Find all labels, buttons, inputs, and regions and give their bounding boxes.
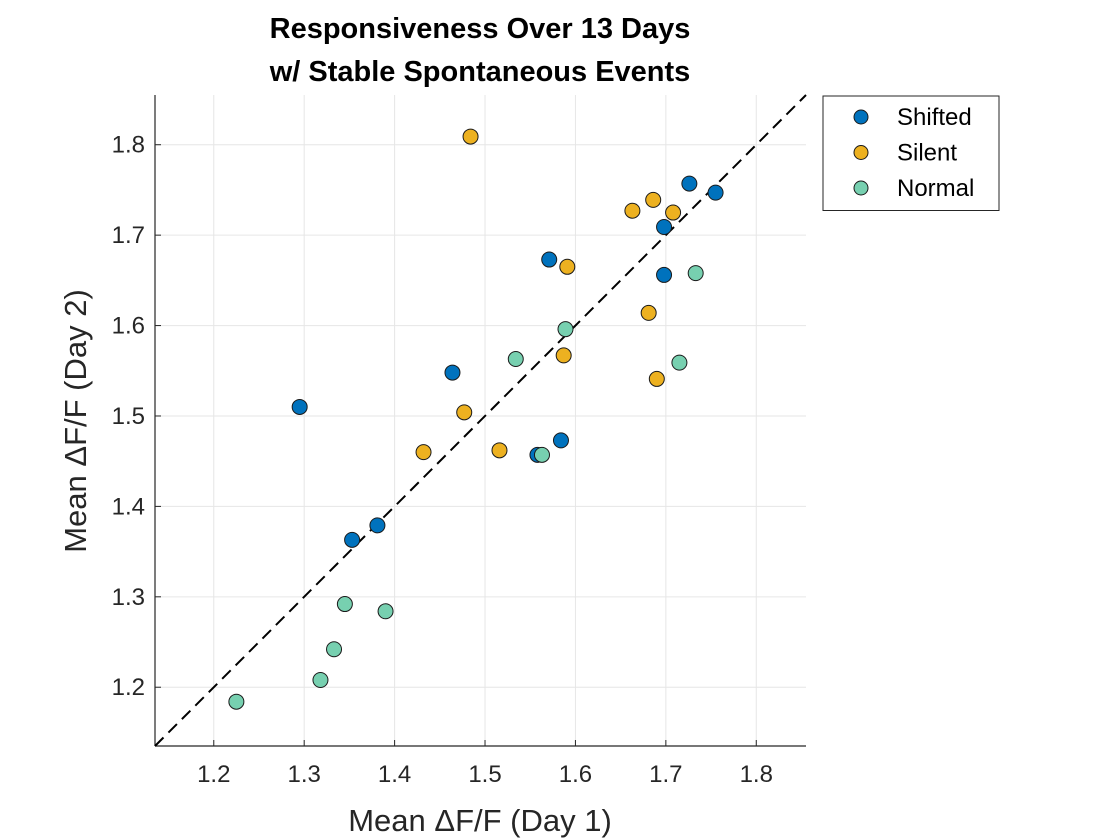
y-tick-label: 1.4: [112, 493, 145, 520]
x-tick-label: 1.2: [197, 761, 230, 788]
data-point-normal: [336, 596, 353, 613]
legend-marker-shifted: [853, 109, 869, 125]
x-axis-label: Mean ΔF/F (Day 1): [348, 803, 612, 838]
data-point-silent: [665, 204, 682, 221]
y-tick-label: 1.5: [112, 403, 145, 430]
x-tick-label: 1.6: [559, 761, 592, 788]
data-point-silent: [624, 202, 641, 219]
data-point-normal: [377, 603, 394, 620]
data-point-silent: [645, 191, 662, 208]
data-point-silent: [456, 404, 473, 421]
data-point-normal: [507, 351, 524, 368]
data-point-silent: [415, 444, 432, 461]
x-tick-label: 1.7: [649, 761, 682, 788]
legend-label-normal: Normal: [897, 175, 974, 202]
data-point-shifted: [552, 432, 569, 449]
y-axis-label: Mean ΔF/F (Day 2): [58, 289, 93, 553]
data-point-silent: [648, 370, 665, 387]
data-point-silent: [462, 128, 479, 145]
y-tick-labels: 1.2 1.3 1.4 1.5 1.6 1.7 1.8: [112, 132, 145, 702]
legend: Shifted Silent Normal: [822, 95, 1000, 211]
x-tick-labels: 1.2 1.3 1.4 1.5 1.6 1.7 1.8: [197, 761, 773, 788]
legend-box: [822, 95, 1000, 211]
data-point-normal: [533, 446, 550, 463]
identity-reference-line: [154, 94, 807, 747]
legend-label-shifted: Shifted: [897, 104, 972, 131]
data-point-shifted: [541, 251, 558, 268]
data-point-silent: [640, 304, 657, 321]
data-point-normal: [687, 265, 704, 282]
grid-lines: [155, 95, 806, 746]
data-point-silent: [559, 258, 576, 275]
data-point-shifted: [444, 364, 461, 381]
data-points: [228, 128, 724, 710]
y-tick-label: 1.7: [112, 222, 145, 249]
y-tick-label: 1.3: [112, 584, 145, 611]
y-tick-label: 1.8: [112, 132, 145, 159]
legend-marker-normal: [853, 180, 869, 196]
data-point-normal: [228, 693, 245, 710]
data-point-shifted: [707, 184, 724, 201]
data-point-shifted: [369, 517, 386, 534]
axes: [154, 95, 806, 747]
data-point-shifted: [681, 175, 698, 192]
x-tick-label: 1.5: [468, 761, 501, 788]
chart-title-line-2: w/ Stable Spontaneous Events: [269, 56, 691, 88]
x-tick-label: 1.3: [288, 761, 321, 788]
x-tick-label: 1.4: [378, 761, 411, 788]
data-point-silent: [491, 442, 508, 459]
data-point-normal: [557, 321, 574, 338]
legend-label-silent: Silent: [897, 140, 957, 167]
data-point-shifted: [344, 531, 361, 548]
data-point-silent: [555, 347, 572, 364]
data-point-shifted: [656, 219, 673, 236]
legend-marker-silent: [853, 145, 869, 160]
data-point-shifted: [656, 266, 673, 283]
data-point-shifted: [291, 398, 308, 415]
y-tick-label: 1.2: [112, 674, 145, 701]
y-tick-label: 1.6: [112, 313, 145, 340]
data-point-normal: [326, 641, 343, 658]
data-point-normal: [671, 354, 688, 371]
x-tick-label: 1.8: [740, 761, 773, 788]
chart-title-line-1: Responsiveness Over 13 Days: [270, 13, 691, 45]
reference-line-group: [154, 94, 807, 747]
data-point-normal: [312, 671, 329, 688]
